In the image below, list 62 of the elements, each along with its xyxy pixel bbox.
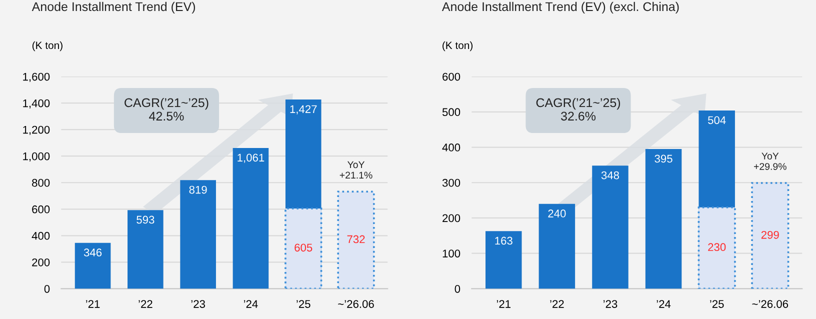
x-tick-label: ’21: [496, 300, 510, 308]
data-label: 504: [708, 116, 726, 124]
bar: [592, 166, 628, 289]
bar: [337, 190, 375, 289]
data-label: 1,427: [290, 105, 317, 114]
y-tick-label: 1,200: [23, 126, 50, 136]
data-label: 732: [347, 235, 365, 244]
data-label: 163: [495, 236, 512, 245]
bar: [128, 210, 164, 289]
chart-title: Anode Installment Trend (EV) (excl. China): [442, 2, 679, 14]
bar: [751, 182, 790, 289]
y-tick-label: 300: [442, 178, 460, 187]
x-tick-label: ’23: [604, 300, 618, 308]
bar: [74, 242, 111, 289]
x-tick-label: ’22: [138, 300, 152, 308]
x-tick-label: ~’26.06: [752, 300, 788, 308]
x-tick-label: ’24: [244, 300, 258, 308]
x-tick-label: ’25: [710, 300, 724, 308]
y-tick-label: 200: [32, 258, 50, 266]
data-label: 819: [189, 186, 207, 194]
bar: [645, 149, 682, 289]
data-label: 348: [601, 171, 620, 180]
y-axis-title: (K ton): [32, 41, 62, 52]
annotation: CAGR(’21~’25) 32.6%: [536, 98, 620, 121]
bar: [486, 231, 522, 289]
data-label: 1,061: [238, 154, 264, 163]
bar: [232, 148, 269, 289]
y-tick-label: 400: [442, 144, 460, 152]
bar: [538, 204, 576, 289]
x-tick-label: ’22: [550, 300, 564, 308]
bar: [698, 206, 736, 289]
x-tick-label: ’24: [656, 300, 671, 308]
y-tick-label: 0: [44, 284, 50, 293]
y-tick-label: 1,400: [23, 99, 50, 109]
y-tick-label: 400: [32, 232, 50, 240]
y-tick-label: 0: [454, 284, 460, 293]
y-tick-label: 100: [442, 250, 460, 258]
data-label: 605: [294, 244, 312, 252]
x-tick-label: ~’26.06: [338, 300, 374, 308]
y-tick-label: 800: [32, 178, 50, 187]
data-label: 593: [136, 216, 154, 224]
annotation: YoY +29.9%: [754, 152, 786, 170]
data-label: 230: [708, 243, 726, 252]
annotation: CAGR(’21~’25) 42.5%: [124, 98, 208, 121]
x-tick-label: ’25: [296, 300, 310, 308]
y-tick-label: 600: [442, 72, 460, 81]
data-label: 346: [84, 248, 102, 256]
data-label: 240: [548, 210, 566, 218]
data-label: 299: [761, 230, 779, 239]
chart-title: Anode Installment Trend (EV): [32, 2, 196, 14]
annotation: YoY +21.1%: [340, 161, 372, 179]
y-tick-label: 1,600: [23, 72, 50, 82]
x-tick-label: ’21: [86, 300, 100, 308]
bar: [180, 180, 216, 289]
y-tick-label: 1,000: [23, 152, 50, 162]
data-label: 395: [654, 154, 672, 163]
y-axis-title: (K ton): [442, 41, 473, 52]
y-tick-label: 600: [32, 205, 50, 214]
x-tick-label: ’23: [191, 300, 206, 308]
y-tick-label: 500: [442, 108, 460, 116]
y-tick-label: 200: [442, 214, 460, 222]
bar: [284, 208, 322, 289]
